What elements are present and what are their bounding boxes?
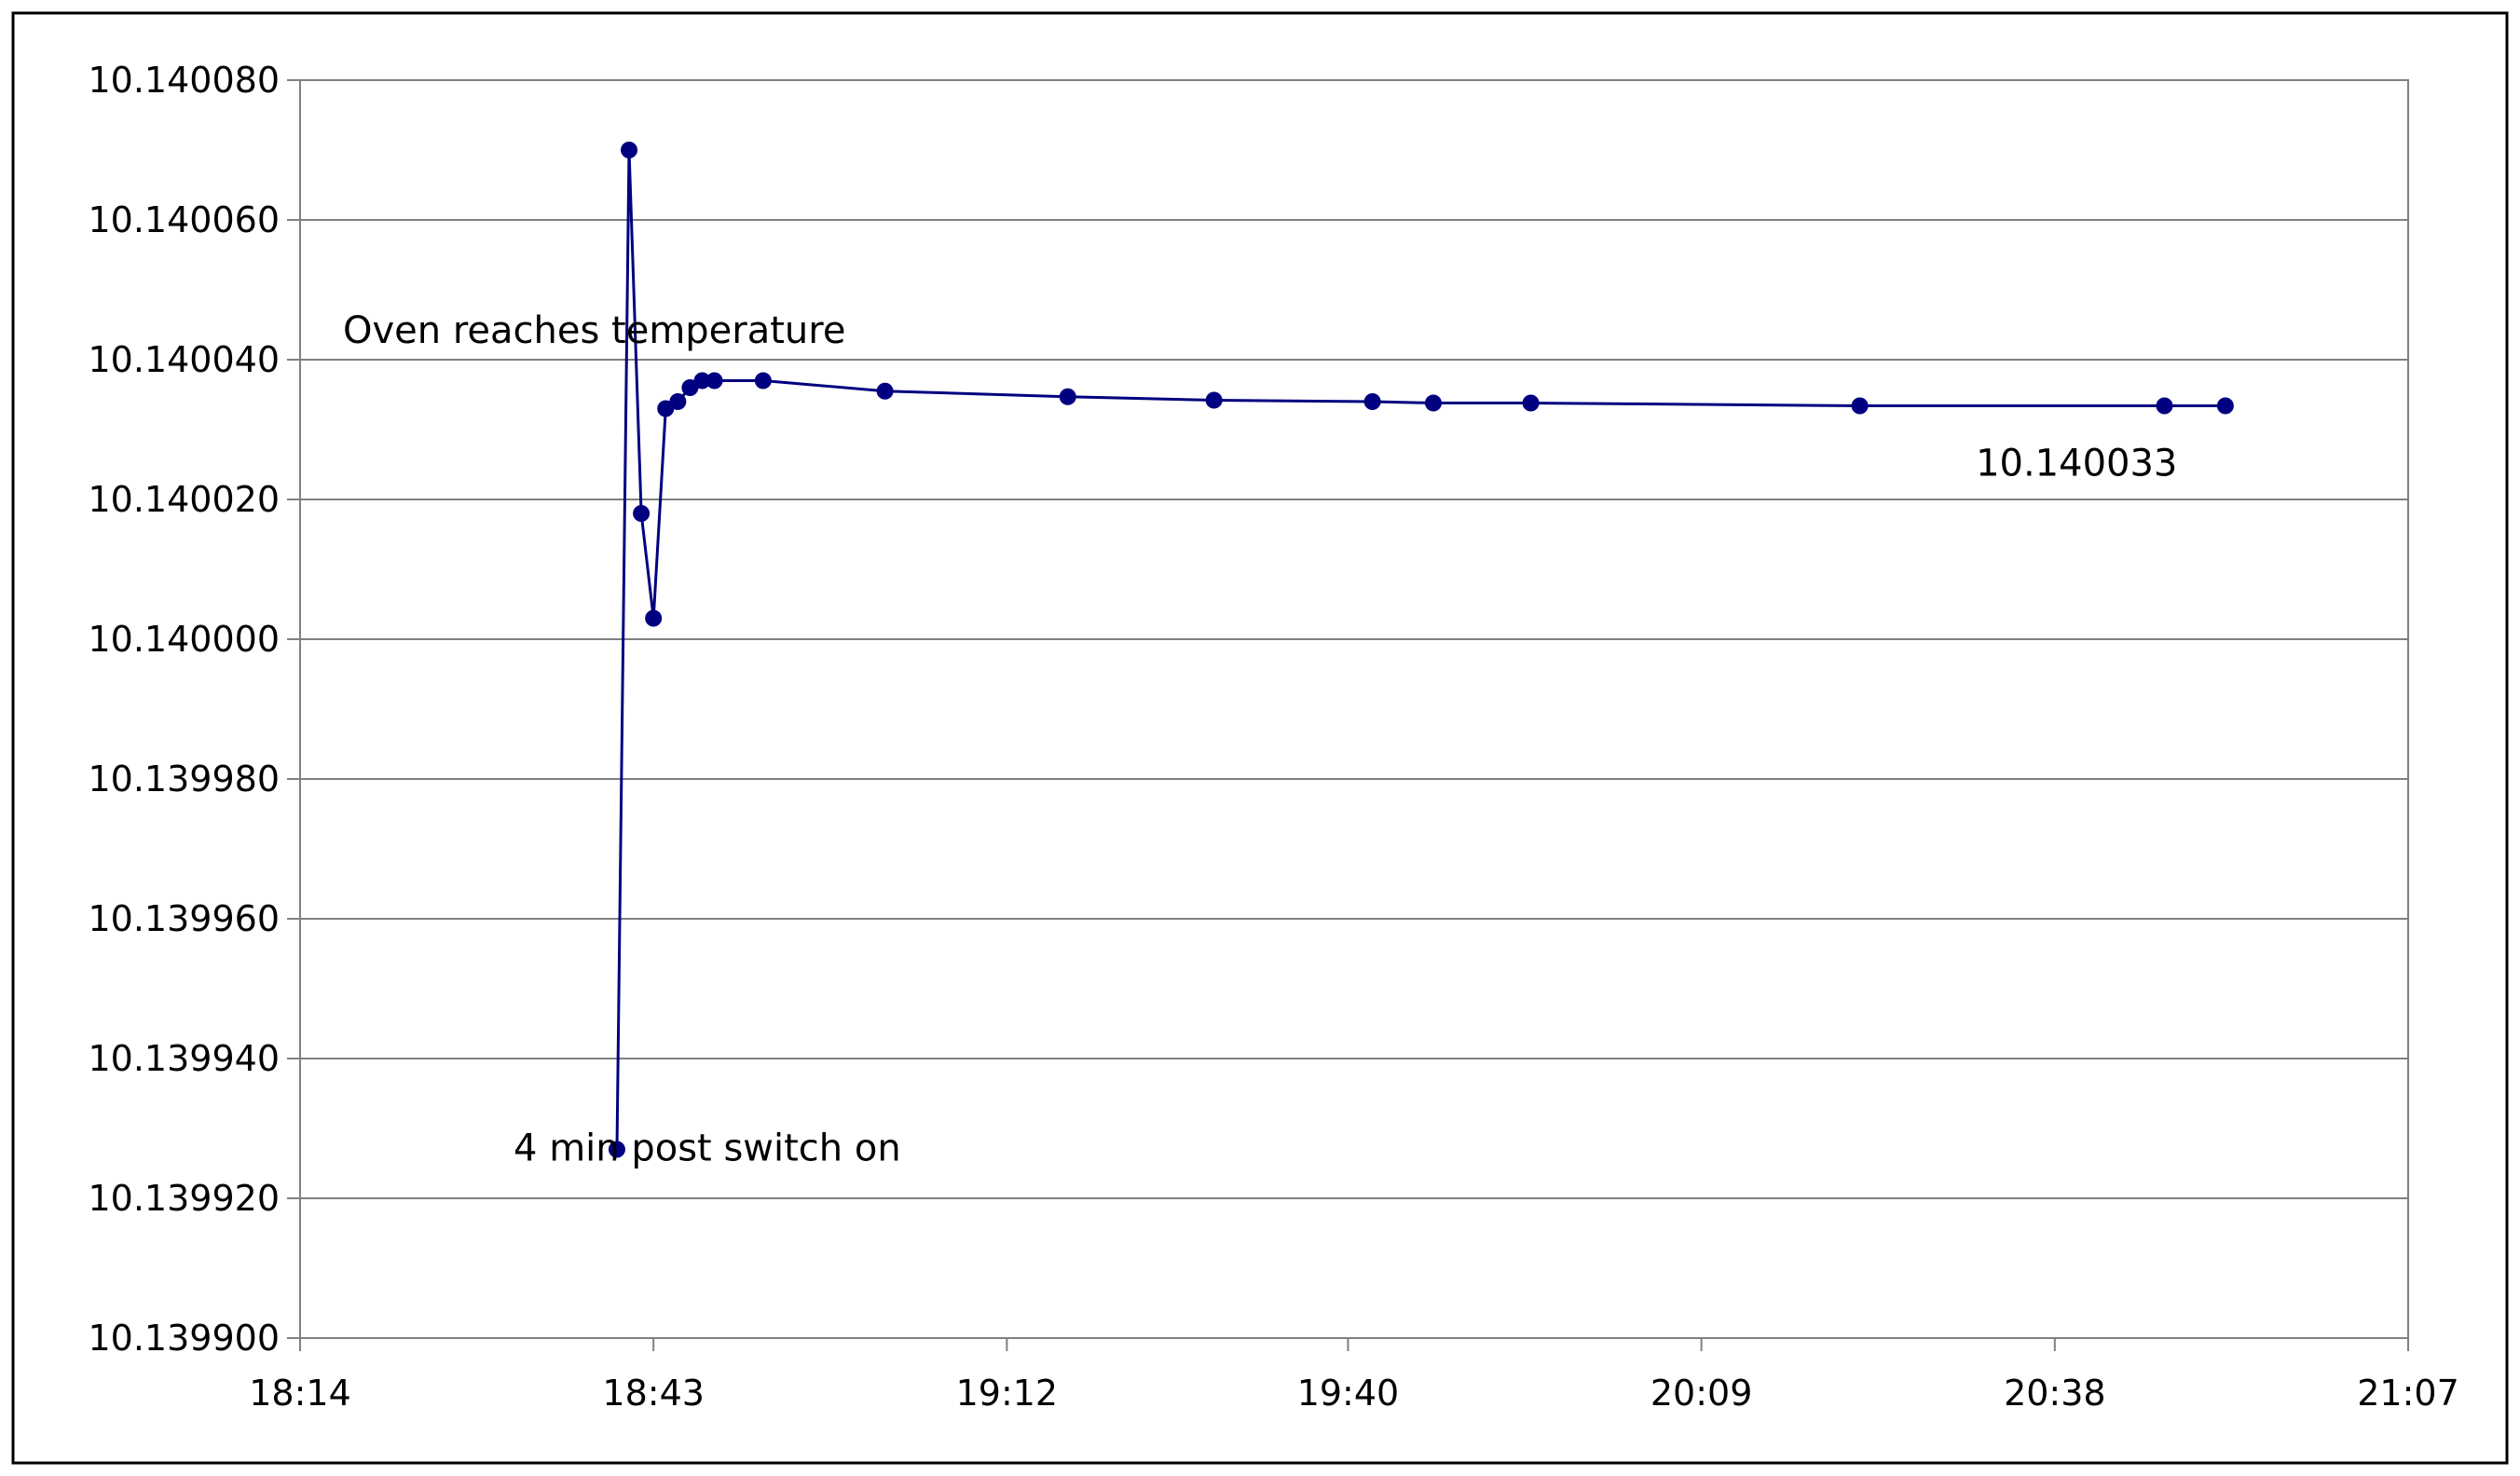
plot-area xyxy=(299,79,2409,1339)
data-point xyxy=(693,372,711,390)
data-point xyxy=(2216,397,2234,415)
data-point xyxy=(1424,394,1442,412)
y-tick-label: 10.140040 xyxy=(89,339,281,380)
y-tick-label: 10.139920 xyxy=(89,1178,281,1219)
data-point xyxy=(1205,391,1223,409)
x-tick-label: 19:40 xyxy=(1297,1373,1400,1414)
data-point xyxy=(754,372,772,390)
data-point xyxy=(645,609,663,627)
data-point xyxy=(669,393,687,410)
y-tick-label: 10.139960 xyxy=(89,898,281,939)
data-point xyxy=(1522,394,1540,412)
annotation-label: 4 min post switch on xyxy=(514,1128,901,1170)
y-tick-label: 10.139980 xyxy=(89,758,281,800)
annotation-label: 10.140033 xyxy=(1976,443,2177,485)
x-tick-label: 18:14 xyxy=(249,1373,351,1414)
annotation-label: Oven reaches temperature xyxy=(343,309,845,352)
data-point xyxy=(1059,388,1076,405)
data-point xyxy=(705,372,723,390)
y-tick-label: 10.140060 xyxy=(89,199,281,240)
data-series xyxy=(608,142,2234,1158)
data-point xyxy=(608,1141,625,1158)
data-point xyxy=(633,505,651,522)
data-point xyxy=(621,142,638,158)
y-tick-label: 10.140000 xyxy=(89,619,281,660)
annotations: Oven reaches temperature 10.140033 4 min p… xyxy=(343,309,2177,1170)
data-point xyxy=(657,400,675,417)
chart-border xyxy=(11,11,2509,1465)
data-point xyxy=(681,379,699,396)
y-tick-label: 10.140020 xyxy=(89,479,281,520)
data-point xyxy=(1363,393,1381,410)
axes: 10.139900 10.139920 10.139940 10.139960 10.1… xyxy=(89,60,2459,1414)
y-tick-label: 10.139900 xyxy=(89,1318,281,1359)
x-tick-label: 20:38 xyxy=(2004,1373,2106,1414)
data-point xyxy=(2156,397,2173,415)
data-point xyxy=(876,382,894,400)
x-tick-label: 18:43 xyxy=(602,1373,705,1414)
data-point xyxy=(1851,397,1869,415)
x-tick-label: 20:09 xyxy=(1650,1373,1753,1414)
y-tick-label: 10.139940 xyxy=(89,1038,281,1079)
x-tick-label: 21:07 xyxy=(2357,1373,2459,1414)
y-tick-label: 10.140080 xyxy=(89,60,281,101)
x-tick-label: 19:12 xyxy=(956,1373,1059,1414)
